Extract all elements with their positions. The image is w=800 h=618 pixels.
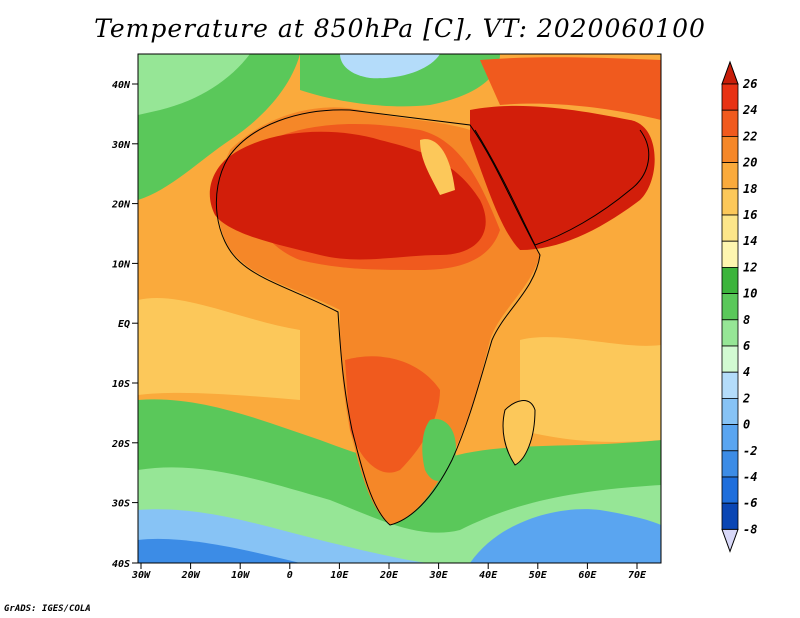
- colorbar-segment: [721, 293, 739, 321]
- longitude-axis: 30W 20W 10W 0 10E 20E 30E 40E 50E 60E 70E: [131, 563, 647, 581]
- southern-coldest-west: [138, 538, 300, 563]
- middle-east-hot: [480, 57, 661, 120]
- grads-credit: GrADS: IGES/COLA: [4, 604, 91, 614]
- colorbar-segment: [721, 345, 739, 373]
- colorbar-tick-label: -8: [743, 522, 757, 536]
- lon-label: 20W: [181, 570, 201, 581]
- lat-label: 40N: [112, 80, 131, 91]
- colorbar-tick-label: 18: [743, 182, 757, 196]
- temperature-field: [138, 54, 661, 563]
- lon-label: 50E: [529, 570, 548, 581]
- lon-label: 70E: [628, 570, 647, 581]
- lat-label: 30S: [111, 499, 130, 510]
- lat-label: 20S: [111, 439, 130, 450]
- colorbar-tick-label: 20: [742, 156, 757, 170]
- colorbar-tick-label: 12: [743, 260, 757, 274]
- nile-ethiopia-cool: [420, 139, 455, 195]
- colorbar-top-arrow: [721, 60, 739, 85]
- colorbar-segment: [721, 109, 739, 137]
- colorbar-tick-label: 8: [743, 313, 750, 327]
- colorbar-tick-label: 14: [743, 234, 757, 248]
- madagascar: [503, 400, 535, 465]
- colorbar-tick-label: 4: [743, 365, 750, 379]
- colorbar-tick-label: -4: [743, 470, 757, 484]
- lat-label: EQ: [118, 319, 130, 330]
- colorbar-segment: [721, 214, 739, 242]
- lon-label: 10E: [330, 570, 349, 581]
- colorbar-segment: [721, 319, 739, 347]
- colorbar-tick-label: -6: [743, 496, 757, 510]
- colorbar-segment: [721, 162, 739, 190]
- colorbar-tick-label: 2: [742, 391, 750, 405]
- lon-label: 40E: [479, 570, 498, 581]
- latitude-axis: 40N 30N 20N 10N EQ 10S 20S 30S 40S: [111, 80, 138, 570]
- africa-coastline: [215, 109, 541, 526]
- lon-label: 10W: [231, 570, 250, 581]
- colorbar-tick-label: 26: [742, 77, 757, 91]
- colorbar-segment: [721, 424, 739, 452]
- southern-coldest-east: [470, 509, 661, 563]
- colorbar-tick-label: 24: [742, 103, 757, 117]
- colorbar-segment: [721, 502, 739, 530]
- colorbar-bottom-arrow: [721, 528, 739, 553]
- arabia-hot: [470, 105, 655, 250]
- plot-frame: [137, 53, 662, 564]
- indian-ocean-warm: [520, 337, 661, 442]
- madagascar-coastline: [502, 400, 536, 466]
- colorbar-tick-label: 22: [742, 129, 757, 143]
- east-africa-cool: [422, 419, 456, 481]
- colorbar-segment: [721, 266, 739, 294]
- lat-label: 40S: [112, 559, 130, 570]
- colorbar-segment: [721, 476, 739, 504]
- colorbar-segment: [721, 450, 739, 478]
- southern-africa-warm: [345, 356, 440, 473]
- sahara-hot: [209, 131, 486, 260]
- north-atlantic-cold: [138, 54, 250, 115]
- tropical-atlantic-warm: [138, 297, 300, 400]
- europe-cold: [340, 54, 440, 79]
- lat-label: 10N: [112, 259, 131, 270]
- lon-label: 60E: [578, 570, 597, 581]
- colorbar-tick-label: 6: [743, 339, 750, 353]
- lon-label: 30W: [131, 570, 151, 581]
- colorbar-segment: [721, 188, 739, 216]
- arabia-coastline: [474, 129, 650, 246]
- colorbar-segment: [721, 240, 739, 268]
- lat-label: 20N: [111, 200, 131, 211]
- lon-label: 20E: [379, 570, 399, 581]
- colorbar-segment: [721, 83, 739, 111]
- colorbar-tick-label: -2: [743, 444, 757, 458]
- colorbar-segment: [721, 397, 739, 425]
- lon-label: 0: [287, 570, 293, 581]
- colorbar-segment: [721, 135, 739, 163]
- colorbar-segment: [721, 371, 739, 399]
- colorbar-tick-label: 16: [743, 208, 757, 222]
- map-title: Temperature at 850hPa [C], VT: 202006010…: [94, 14, 706, 43]
- lat-label: 10S: [112, 379, 130, 390]
- colorbar-tick-label: 0: [743, 418, 750, 432]
- lat-label: 30N: [111, 140, 131, 151]
- lon-label: 30E: [429, 570, 449, 581]
- colorbar-tick-label: 10: [743, 287, 757, 301]
